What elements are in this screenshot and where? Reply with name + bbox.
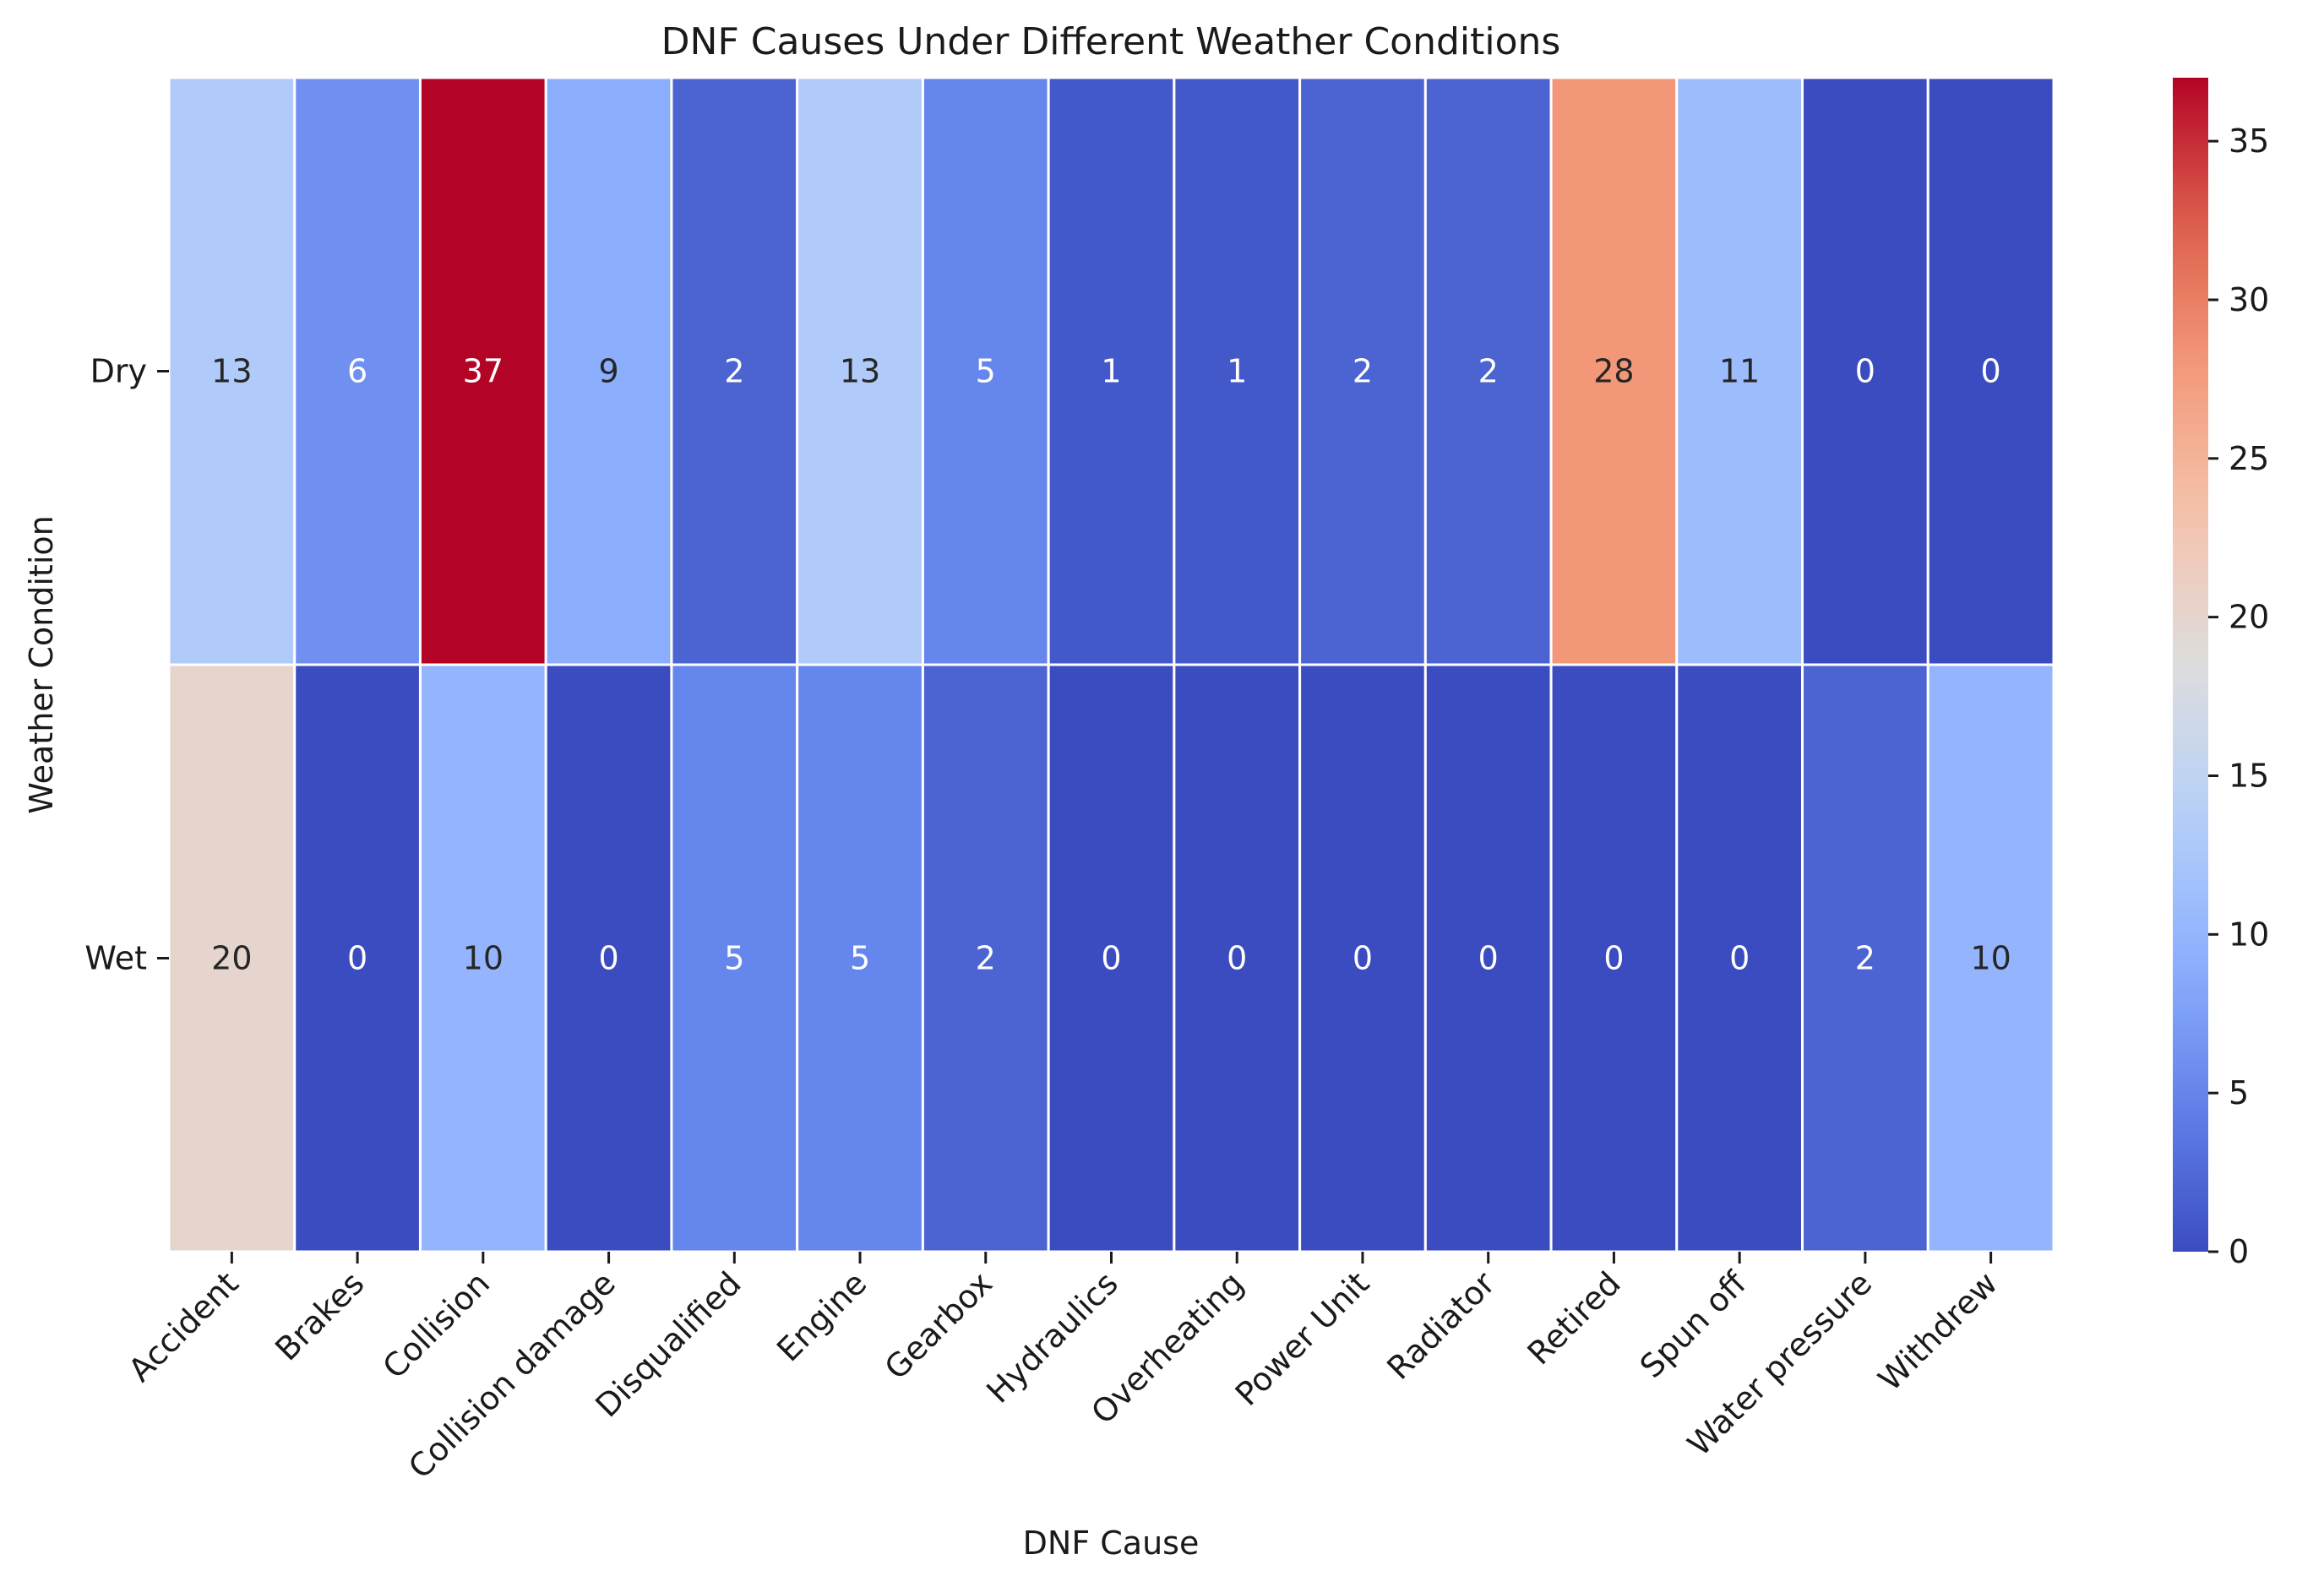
- heatmap-cell-labels: 13 6 37 9 2 13 5 1 1 2 2 28 11 0 020 0 10 0 5 5 2 0 0 0 0 0 0 2 10: [211, 353, 2011, 977]
- cell-value-label: 2: [1478, 353, 1499, 390]
- heatmap-cell: [1801, 76, 1929, 666]
- colorbar-tick-label: 35: [2229, 122, 2269, 160]
- heatmap-cell: [544, 663, 673, 1253]
- x-tick-label: Engine: [770, 1264, 874, 1368]
- heatmap-cell: [670, 663, 799, 1253]
- cell-value-label: 10: [463, 940, 503, 977]
- heatmap-cell: [418, 76, 547, 666]
- colorbar-tick-label: 20: [2229, 599, 2269, 636]
- y-axis-ticks: Dry Wet: [84, 353, 169, 977]
- cell-value-label: 0: [1603, 940, 1624, 977]
- x-tick-label: Gearbox: [878, 1264, 1000, 1387]
- cell-value-label: 1: [1101, 353, 1121, 390]
- colorbar-tick-label: 30: [2229, 281, 2269, 318]
- cell-value-label: 5: [850, 940, 870, 977]
- cell-value-label: 0: [1227, 940, 1247, 977]
- heatmap-cell: [1047, 76, 1176, 666]
- x-tick-label: Collision damage: [401, 1264, 623, 1486]
- x-tick-label: Power Unit: [1228, 1264, 1377, 1413]
- heatmap-cell: [796, 663, 924, 1253]
- heatmap-cell: [544, 76, 673, 666]
- colorbar-tick-label: 10: [2229, 916, 2269, 953]
- cell-value-label: 0: [1855, 353, 1875, 390]
- cell-value-label: 0: [1352, 940, 1373, 977]
- cell-value-label: 5: [976, 353, 996, 390]
- cell-value-label: 0: [347, 940, 367, 977]
- cell-value-label: 2: [976, 940, 996, 977]
- heatmap-cell: [1675, 663, 1804, 1253]
- cell-value-label: 0: [1478, 940, 1499, 977]
- colorbar-tick-label: 15: [2229, 757, 2269, 794]
- heatmap-cell: [1047, 663, 1176, 1253]
- x-tick-label: Collision: [376, 1264, 498, 1386]
- colorbar-tick-label: 5: [2229, 1074, 2249, 1111]
- y-axis-label: Weather Condition: [23, 515, 60, 813]
- heatmap-cell: [670, 76, 799, 666]
- heatmap-cell: [1549, 663, 1679, 1253]
- heatmap-cell: [293, 663, 422, 1253]
- cell-value-label: 20: [211, 940, 252, 977]
- heatmap-cell: [293, 76, 422, 666]
- heatmap-cell: [921, 663, 1050, 1253]
- x-tick-label: Brakes: [268, 1264, 371, 1367]
- cell-value-label: 6: [347, 353, 367, 390]
- colorbar-tick-label: 0: [2229, 1233, 2249, 1270]
- colorbar-ticks: 0 5 10 15 20 25 30 35: [2208, 122, 2269, 1270]
- heatmap-cell: [1298, 663, 1427, 1253]
- heatmap-cell: [1675, 76, 1804, 666]
- colorbar-tick-label: 25: [2229, 440, 2269, 477]
- colorbar: [2173, 78, 2208, 1252]
- cell-value-label: 13: [211, 353, 252, 390]
- cell-value-label: 0: [1101, 940, 1121, 977]
- cell-value-label: 28: [1593, 353, 1634, 390]
- heatmap-cell: [1926, 76, 2055, 666]
- cell-value-label: 0: [598, 940, 618, 977]
- cell-value-label: 13: [840, 353, 880, 390]
- x-tick-label: Withdrew: [1871, 1264, 2005, 1398]
- heatmap-cell: [1926, 663, 2055, 1253]
- cell-value-label: 5: [724, 940, 744, 977]
- cell-value-label: 2: [724, 353, 744, 390]
- x-axis-label: DNF Cause: [1023, 1524, 1200, 1562]
- cell-value-label: 0: [1981, 353, 2001, 390]
- x-tick-label: Spun off: [1633, 1264, 1754, 1385]
- cell-value-label: 37: [463, 353, 503, 390]
- cell-value-label: 11: [1719, 353, 1760, 390]
- cell-value-label: 9: [598, 353, 618, 390]
- x-tick-label: Radiator: [1380, 1264, 1502, 1387]
- chart-title: DNF Causes Under Different Weather Condi…: [661, 20, 1561, 63]
- x-tick-label: Accident: [122, 1264, 246, 1389]
- cell-value-label: 2: [1855, 940, 1875, 977]
- heatmap-cell: [167, 76, 297, 666]
- y-tick-label: Wet: [84, 940, 147, 977]
- cell-value-label: 0: [1729, 940, 1750, 977]
- heatmap-cell: [418, 663, 547, 1253]
- y-tick-label: Dry: [90, 353, 147, 390]
- x-tick-label: Retired: [1521, 1264, 1628, 1372]
- heatmap-cell: [1801, 663, 1929, 1253]
- heatmap-cells: [167, 76, 2055, 1253]
- cell-value-label: 2: [1352, 353, 1373, 390]
- cell-value-label: 1: [1227, 353, 1247, 390]
- cell-value-label: 10: [1970, 940, 2011, 977]
- heatmap-cell: [1298, 76, 1427, 666]
- heatmap-cell: [796, 76, 924, 666]
- heatmap-cell: [1549, 76, 1679, 666]
